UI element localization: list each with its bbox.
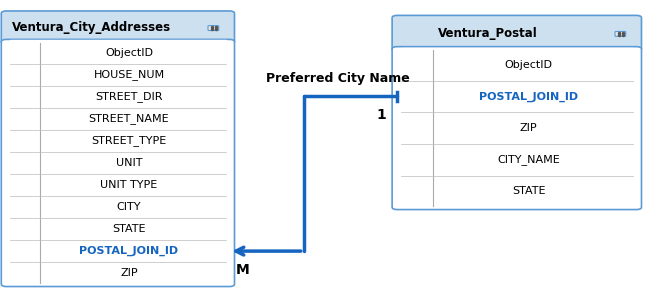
Text: UNIT: UNIT bbox=[116, 158, 142, 168]
Text: M: M bbox=[236, 263, 249, 277]
FancyBboxPatch shape bbox=[392, 15, 641, 52]
Text: ZIP: ZIP bbox=[120, 268, 138, 278]
Text: STREET_DIR: STREET_DIR bbox=[96, 91, 163, 102]
Text: Preferred City Name: Preferred City Name bbox=[266, 72, 410, 85]
Text: ObjectID: ObjectID bbox=[105, 48, 153, 58]
FancyBboxPatch shape bbox=[1, 39, 234, 287]
FancyBboxPatch shape bbox=[615, 31, 626, 36]
Text: STREET_TYPE: STREET_TYPE bbox=[92, 136, 167, 147]
Text: Ventura_City_Addresses: Ventura_City_Addresses bbox=[12, 21, 171, 34]
Text: STREET_NAME: STREET_NAME bbox=[89, 113, 169, 124]
FancyBboxPatch shape bbox=[392, 47, 641, 210]
Text: 1: 1 bbox=[376, 108, 386, 122]
Text: Ventura_Postal: Ventura_Postal bbox=[438, 27, 538, 40]
FancyBboxPatch shape bbox=[208, 26, 219, 30]
Text: POSTAL_JOIN_ID: POSTAL_JOIN_ID bbox=[79, 246, 178, 256]
Text: POSTAL_JOIN_ID: POSTAL_JOIN_ID bbox=[479, 91, 578, 102]
Text: CITY: CITY bbox=[117, 202, 141, 212]
Text: STATE: STATE bbox=[512, 186, 545, 196]
Text: STATE: STATE bbox=[112, 224, 146, 234]
Text: HOUSE_NUM: HOUSE_NUM bbox=[94, 69, 165, 80]
FancyBboxPatch shape bbox=[1, 11, 234, 44]
Text: CITY_NAME: CITY_NAME bbox=[497, 154, 560, 165]
Text: ZIP: ZIP bbox=[520, 123, 537, 133]
Text: UNIT TYPE: UNIT TYPE bbox=[100, 180, 158, 190]
Text: ObjectID: ObjectID bbox=[505, 60, 553, 70]
